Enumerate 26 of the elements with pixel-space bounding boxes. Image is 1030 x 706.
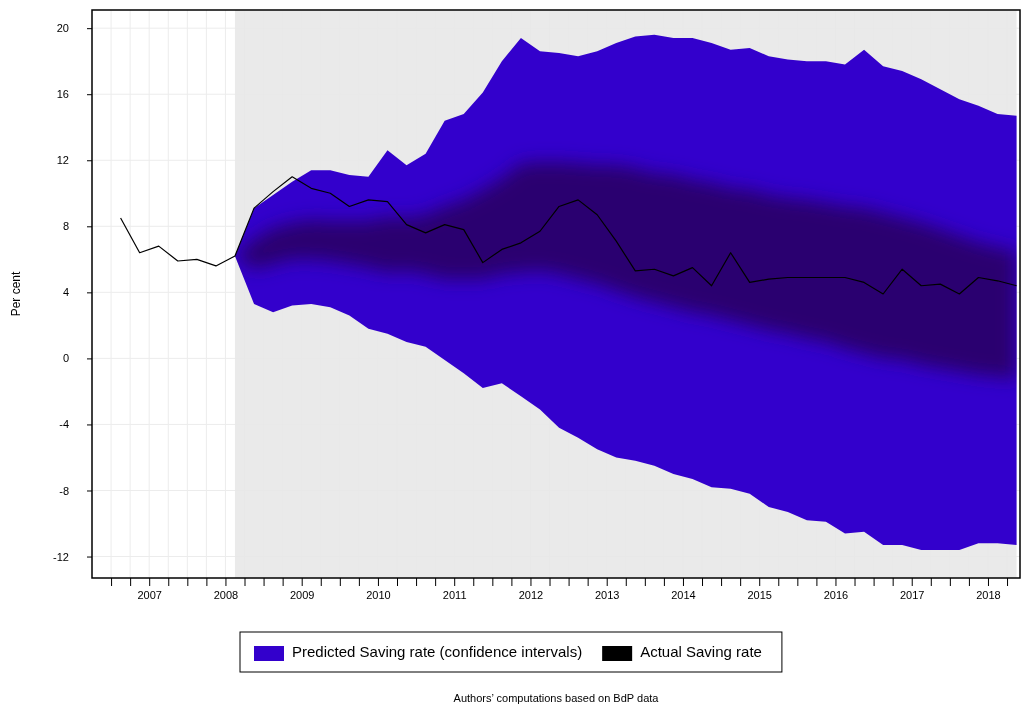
line-series (120, 176, 1018, 295)
y-tick-label: 0 (62, 352, 69, 365)
legend-label: Predicted Saving rate (confidence intervals) (292, 643, 583, 660)
y-tick-label: 12 (56, 154, 69, 167)
y-tick-label: 16 (56, 88, 69, 101)
y-tick-label: 20 (56, 22, 69, 35)
x-tick-label: 2013 (594, 588, 620, 601)
text: Authors’ computations based on BdP data (453, 692, 660, 704)
y-tick-label: -4 (59, 418, 69, 431)
x-tick-label: 2007 (137, 588, 162, 601)
x-tick-label: 2018 (976, 588, 1001, 601)
x-tick-label: 2017 (899, 588, 925, 601)
y-tick-label: 4 (62, 286, 69, 299)
x-tick-label: 2012 (518, 588, 544, 601)
x-tick-label: 2008 (213, 588, 239, 601)
x-tick-label: 2014 (671, 588, 696, 601)
x-tick-label: 2015 (747, 588, 772, 601)
x-tick-label: 2016 (823, 588, 849, 601)
y-axis-title: Per cent (9, 271, 23, 317)
x-tick-label: 2009 (289, 588, 315, 601)
y-tick-label: -8 (59, 484, 69, 497)
x-tick-label: 2010 (366, 588, 391, 601)
y-tick-label: 8 (62, 220, 69, 233)
y-tick-label: -12 (53, 550, 69, 563)
x-tick-label: 2011 (442, 588, 467, 601)
legend-label: Actual Saving rate (640, 643, 762, 660)
